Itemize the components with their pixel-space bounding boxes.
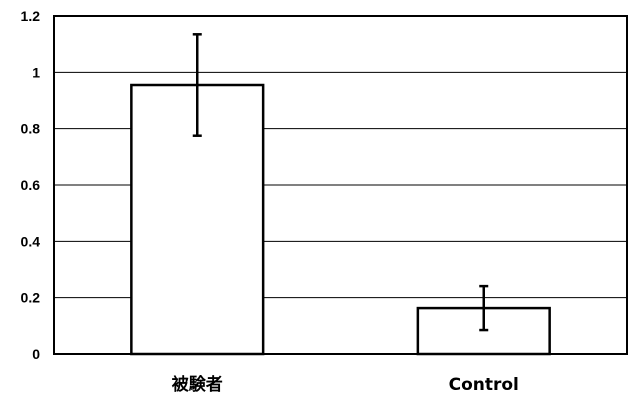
y-tick-label: 0.8 <box>21 121 41 137</box>
y-tick-label: 0.2 <box>21 290 41 306</box>
y-tick-label: 0.6 <box>21 177 41 193</box>
bars <box>130 83 551 356</box>
x-axis-category-labels: 被験者 Control <box>172 374 519 395</box>
y-tick-label: 0 <box>32 346 40 362</box>
y-tick-label: 1 <box>32 64 40 80</box>
y-tick-label: 1.2 <box>21 8 41 24</box>
x-category-label: 被験者 <box>172 374 223 395</box>
y-tick-label: 0.4 <box>21 233 41 249</box>
plot-area-frame <box>53 15 628 355</box>
y-axis-tick-labels: 0 0.2 0.4 0.6 0.8 1 1.2 <box>21 8 41 362</box>
error-bars <box>192 33 489 332</box>
x-category-label: Control <box>449 375 519 395</box>
